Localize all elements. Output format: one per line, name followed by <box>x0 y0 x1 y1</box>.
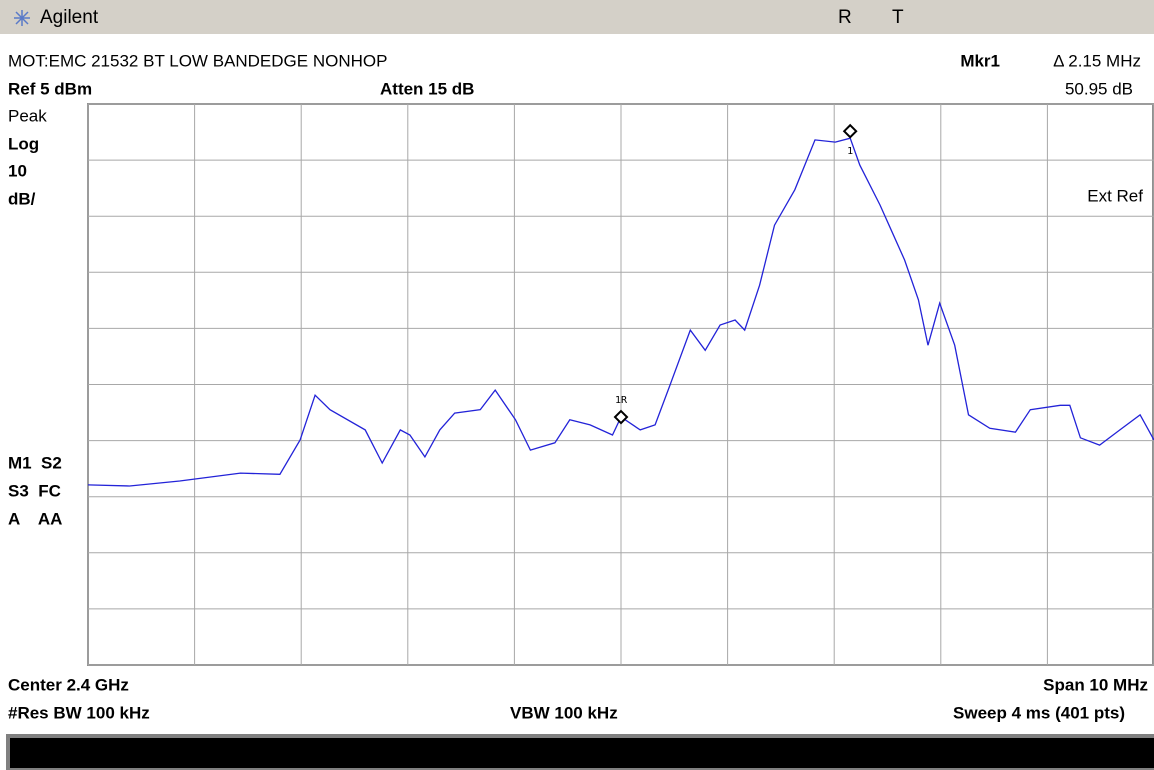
screen-title: MOT:EMC 21532 BT LOW BANDEDGE NONHOP <box>8 51 387 70</box>
trace <box>87 137 1154 487</box>
side-annotation: M1 S2 <box>8 453 62 472</box>
attenuation: Atten 15 dB <box>380 79 474 98</box>
marker-label: 1 <box>847 146 853 157</box>
vbw: VBW 100 kHz <box>510 703 618 722</box>
status-r: R <box>838 7 852 28</box>
marker-delta: Δ 2.15 MHz <box>1053 51 1141 70</box>
marker <box>842 123 858 139</box>
graticule: 1R 1 <box>87 103 1154 666</box>
marker-amplitude: 50.95 dB <box>1065 79 1133 98</box>
marker-label: 1R <box>615 395 628 406</box>
brand: Agilent <box>40 7 99 28</box>
ref-level: Ref 5 dBm <box>8 79 92 98</box>
scale-value: 10 <box>8 161 27 180</box>
ext-ref: Ext Ref <box>1087 186 1143 205</box>
side-annotation: S3 FC <box>8 481 61 500</box>
marker <box>613 409 629 425</box>
rbw: #Res BW 100 kHz <box>8 703 150 722</box>
scale-type: Log <box>8 134 39 153</box>
side-annotation: A AA <box>8 509 62 528</box>
title-bar <box>0 0 1154 34</box>
detector: Peak <box>8 106 47 125</box>
status-t: T <box>892 7 904 28</box>
message-bar <box>10 738 1154 768</box>
scale-unit: dB/ <box>8 189 36 208</box>
marker-name: Mkr1 <box>960 51 1000 70</box>
center-frequency: Center 2.4 GHz <box>8 675 129 694</box>
span: Span 10 MHz <box>1043 675 1148 694</box>
agilent-logo <box>14 10 30 26</box>
sweep: Sweep 4 ms (401 pts) <box>953 703 1125 722</box>
